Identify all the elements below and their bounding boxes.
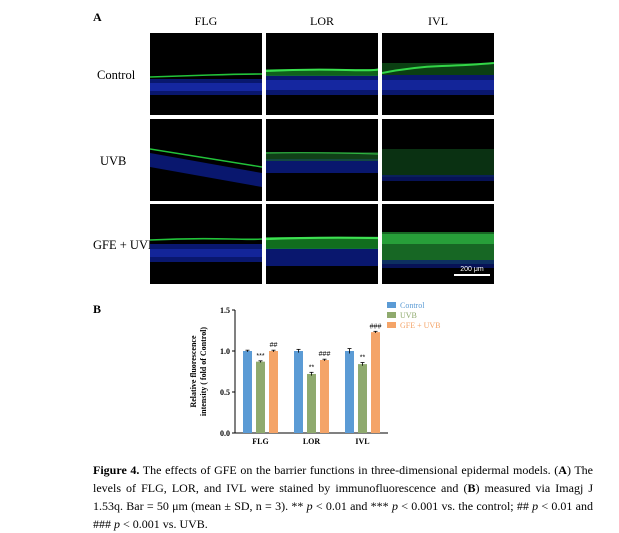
caption-text: ) The levels of FLG, LOR, and IVL were s… <box>93 463 594 495</box>
column-header-flg: FLG <box>194 14 218 28</box>
y-tick-label: 0.5 <box>220 388 230 397</box>
caption-ref-b: B <box>467 481 476 495</box>
bar-lor-0 <box>294 351 303 433</box>
micrograph-gfe-uvb-flg <box>150 204 262 284</box>
y-tick-label: 0.0 <box>220 429 230 438</box>
legend-label: UVB <box>400 311 417 320</box>
bar-ivl-1 <box>358 364 367 433</box>
scale-bar-line <box>454 274 490 276</box>
micrograph-gfe-uvb-lor <box>266 204 378 284</box>
legend-label: GFE + UVB <box>400 321 441 330</box>
micrograph-uvb-flg <box>150 119 262 201</box>
caption-figure-label: Figure 4. <box>93 463 140 477</box>
bar-flg-1 <box>256 361 265 433</box>
caption-p-symbol: p <box>114 517 120 531</box>
bar-lor-1 <box>307 373 316 433</box>
x-tick-label: FLG <box>252 437 268 446</box>
significance-label: ### <box>370 323 382 330</box>
scale-bar: 200 μm <box>454 266 490 276</box>
caption-p-symbol: p <box>532 499 539 513</box>
micrograph-gfe-uvb-ivl: 200 μm <box>382 204 494 284</box>
bar-ivl-0 <box>345 351 354 433</box>
significance-label: ** <box>360 354 366 361</box>
legend-swatch <box>387 302 396 308</box>
row-header-control: Control <box>97 68 136 82</box>
bar-ivl-2 <box>371 332 380 433</box>
caption-text: The effects of GFE on the barrier functi… <box>139 463 559 477</box>
significance-label: ** <box>309 364 315 371</box>
panel-a-label: A <box>93 10 102 24</box>
caption-text: < 0.01 and ### <box>93 499 594 531</box>
micrograph-uvb-ivl <box>382 119 494 201</box>
x-tick-label: LOR <box>303 437 321 446</box>
micrograph-control-lor <box>266 33 378 115</box>
figure-caption: Figure 4. The effects of GFE on the barr… <box>93 461 593 533</box>
caption-text: < 0.001 vs. the control; ## <box>397 499 533 513</box>
micrograph-uvb-lor <box>266 119 378 201</box>
significance-label: ### <box>319 351 331 358</box>
legend-label: Control <box>400 301 425 310</box>
column-header-lor: LOR <box>310 14 334 28</box>
micrograph-control-ivl <box>382 33 494 115</box>
x-tick-label: IVL <box>355 437 369 446</box>
bar-flg-0 <box>243 351 252 433</box>
significance-label: *** <box>256 353 264 360</box>
row-header-uvb: UVB <box>100 154 127 168</box>
caption-p-symbol: p <box>391 499 398 513</box>
legend-swatch <box>387 322 396 328</box>
bar-flg-2 <box>269 351 278 433</box>
caption-text: < 0.01 and *** <box>312 499 392 513</box>
panel-b-label: B <box>93 302 102 316</box>
caption-ref-a: A <box>558 463 567 477</box>
y-tick-label: 1.5 <box>220 306 230 315</box>
legend-swatch <box>387 312 396 318</box>
column-header-ivl: IVL <box>428 14 448 28</box>
chart-bars: *** ## FLG ** ### LOR ** ### IVL <box>243 323 381 446</box>
bar-chart: Relative fluorescence intensity ( fold of… <box>189 301 441 446</box>
caption-text: ) measured via Imagj J 1.53q. Bar = 50 μ… <box>93 481 594 513</box>
y-axis-label: Relative fluorescence intensity ( fold of… <box>189 327 208 417</box>
caption-p-symbol: p <box>306 499 313 513</box>
significance-label: ## <box>270 342 278 349</box>
y-axis-label-line: Relative fluorescence <box>189 335 198 407</box>
y-tick-label: 1.0 <box>220 347 230 356</box>
y-axis-label-line: intensity ( fold of Control) <box>199 327 208 417</box>
row-header-gfe-uvb: GFE + UVB <box>93 238 157 252</box>
caption-text: < 0.001 vs. UVB. <box>120 517 208 531</box>
micrograph-control-flg <box>150 33 262 115</box>
bar-lor-2 <box>320 360 329 433</box>
scale-bar-label: 200 μm <box>460 266 484 273</box>
